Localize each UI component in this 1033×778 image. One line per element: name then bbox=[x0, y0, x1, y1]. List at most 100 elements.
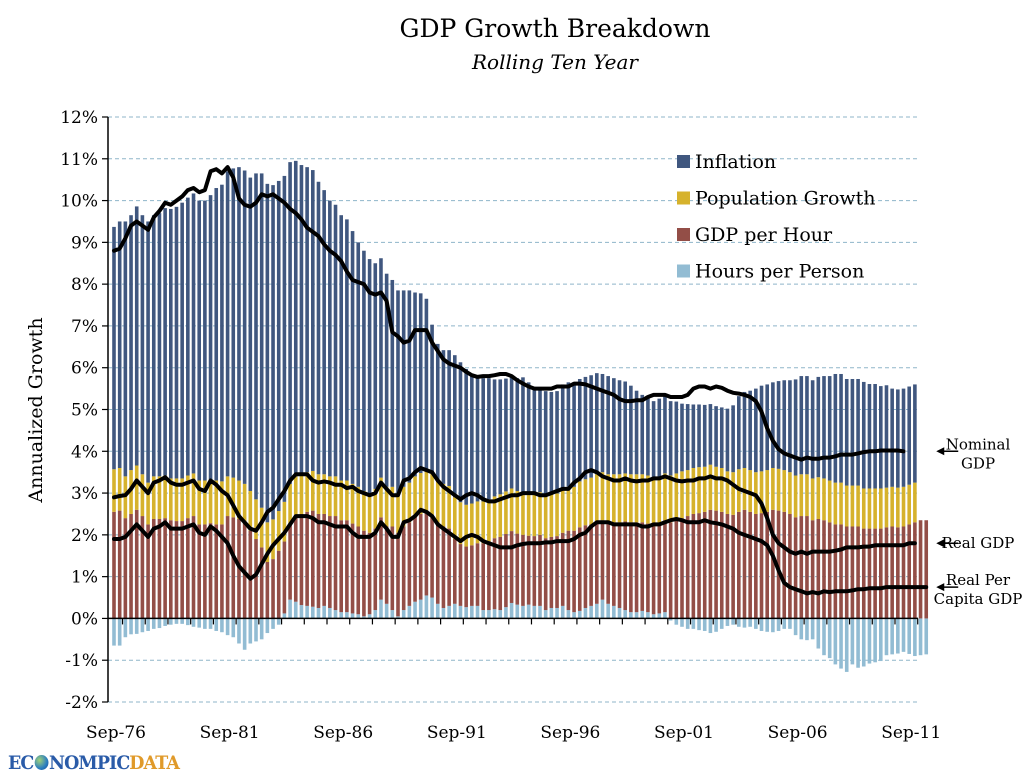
x-tick-label: Sep-06 bbox=[768, 723, 828, 743]
bar-hours-per-person bbox=[123, 618, 128, 638]
legend-item: Population Growth bbox=[677, 188, 876, 210]
bar-gdp-per-hour bbox=[129, 513, 133, 619]
bar-gdp-per-hour bbox=[231, 517, 236, 619]
bar-population-growth bbox=[765, 470, 769, 512]
bar-inflation bbox=[776, 381, 781, 469]
bar-inflation bbox=[316, 181, 321, 475]
bar-population-growth bbox=[214, 480, 219, 525]
bar-hours-per-person bbox=[237, 618, 241, 644]
bar-gdp-per-hour bbox=[458, 544, 463, 606]
bar-inflation bbox=[265, 183, 270, 523]
bar-inflation bbox=[447, 350, 451, 486]
bar-inflation bbox=[771, 382, 775, 468]
legend-item: Hours per Person bbox=[677, 261, 864, 283]
bar-hours-per-person bbox=[782, 618, 787, 629]
legend-swatch bbox=[677, 155, 690, 168]
bar-hours-per-person bbox=[146, 618, 150, 631]
bar-hours-per-person bbox=[464, 607, 468, 619]
arrowhead-icon bbox=[936, 447, 945, 456]
bar-hours-per-person bbox=[532, 605, 537, 619]
bar-hours-per-person bbox=[572, 612, 576, 619]
bar-gdp-per-hour bbox=[782, 511, 787, 619]
bar-inflation bbox=[418, 293, 423, 474]
bar-hours-per-person bbox=[907, 618, 911, 654]
bar-population-growth bbox=[316, 474, 321, 514]
axes bbox=[102, 116, 919, 703]
bar-gdp-per-hour bbox=[333, 516, 338, 611]
bar-population-growth bbox=[328, 476, 332, 517]
bar-inflation bbox=[896, 389, 900, 488]
bar-gdp-per-hour bbox=[328, 516, 332, 608]
bar-gdp-per-hour bbox=[776, 510, 781, 619]
bar-inflation bbox=[867, 384, 872, 489]
bar-hours-per-person bbox=[293, 601, 298, 619]
legend-item: GDP per Hour bbox=[677, 224, 833, 246]
bar-population-growth bbox=[259, 507, 264, 548]
bar-hours-per-person bbox=[509, 602, 514, 619]
bar-hours-per-person bbox=[583, 607, 588, 619]
y-tick-labels: -2% -1% 0% 1% 2% 3% 4% 5% 6% 7% 8% 9% 10% 11% 12% bbox=[60, 108, 98, 713]
bar-population-growth bbox=[379, 477, 383, 518]
bar-inflation bbox=[186, 197, 190, 476]
bars bbox=[112, 160, 929, 672]
bar-gdp-per-hour bbox=[430, 514, 434, 598]
bar-gdp-per-hour bbox=[918, 520, 923, 619]
bar-gdp-per-hour bbox=[691, 513, 696, 619]
bar-population-growth bbox=[867, 488, 872, 529]
bar-hours-per-person bbox=[577, 610, 582, 619]
bar-inflation bbox=[708, 404, 713, 465]
bar-gdp-per-hour bbox=[362, 530, 366, 617]
bar-gdp-per-hour bbox=[822, 520, 826, 619]
bar-hours-per-person bbox=[521, 605, 525, 619]
bar-hours-per-person bbox=[771, 618, 775, 633]
bar-inflation bbox=[577, 378, 582, 482]
bar-population-growth bbox=[282, 501, 287, 542]
bar-inflation bbox=[345, 219, 349, 481]
bar-hours-per-person bbox=[663, 612, 667, 619]
bar-inflation bbox=[538, 387, 542, 493]
bar-inflation bbox=[248, 177, 253, 491]
y-tick-label: 9% bbox=[71, 233, 98, 253]
bar-hours-per-person bbox=[884, 618, 889, 656]
bar-gdp-per-hour bbox=[896, 527, 900, 619]
bar-hours-per-person bbox=[407, 605, 412, 619]
bar-gdp-per-hour bbox=[856, 526, 860, 619]
bar-hours-per-person bbox=[697, 618, 701, 631]
bar-hours-per-person bbox=[799, 618, 804, 640]
bar-inflation bbox=[231, 168, 236, 478]
bar-population-growth bbox=[805, 474, 809, 517]
bar-inflation bbox=[413, 292, 417, 477]
bar-hours-per-person bbox=[129, 618, 133, 635]
bar-inflation bbox=[861, 381, 866, 489]
bar-hours-per-person bbox=[742, 618, 747, 628]
y-tick-label: 11% bbox=[60, 150, 98, 170]
line-real-per-capita-gdp bbox=[112, 507, 929, 596]
bar-hours-per-person bbox=[861, 618, 866, 667]
bar-population-growth bbox=[606, 474, 610, 523]
legend-swatch bbox=[677, 228, 690, 241]
bar-inflation bbox=[311, 170, 315, 471]
bar-population-growth bbox=[191, 473, 196, 517]
bar-inflation bbox=[685, 404, 690, 471]
bar-gdp-per-hour bbox=[833, 524, 838, 619]
bar-gdp-per-hour bbox=[714, 510, 718, 619]
bar-population-growth bbox=[861, 488, 866, 529]
bar-gdp-per-hour bbox=[441, 526, 446, 608]
bar-population-growth bbox=[373, 488, 378, 529]
annotation-label: Capita GDP bbox=[934, 590, 1023, 608]
bar-hours-per-person bbox=[447, 605, 451, 619]
bar-gdp-per-hour bbox=[475, 543, 480, 606]
bar-hours-per-person bbox=[555, 607, 559, 619]
bar-population-growth bbox=[612, 474, 616, 523]
bar-population-growth bbox=[424, 470, 429, 512]
bar-hours-per-person bbox=[430, 597, 434, 619]
bar-gdp-per-hour bbox=[350, 523, 355, 614]
bar-inflation bbox=[140, 215, 145, 475]
bar-gdp-per-hour bbox=[515, 533, 520, 605]
bar-inflation bbox=[714, 406, 718, 467]
bar-hours-per-person bbox=[396, 616, 400, 619]
bar-gdp-per-hour bbox=[805, 516, 809, 619]
bar-population-growth bbox=[396, 493, 400, 533]
y-tick-label: 8% bbox=[71, 275, 98, 295]
bar-hours-per-person bbox=[668, 618, 673, 621]
